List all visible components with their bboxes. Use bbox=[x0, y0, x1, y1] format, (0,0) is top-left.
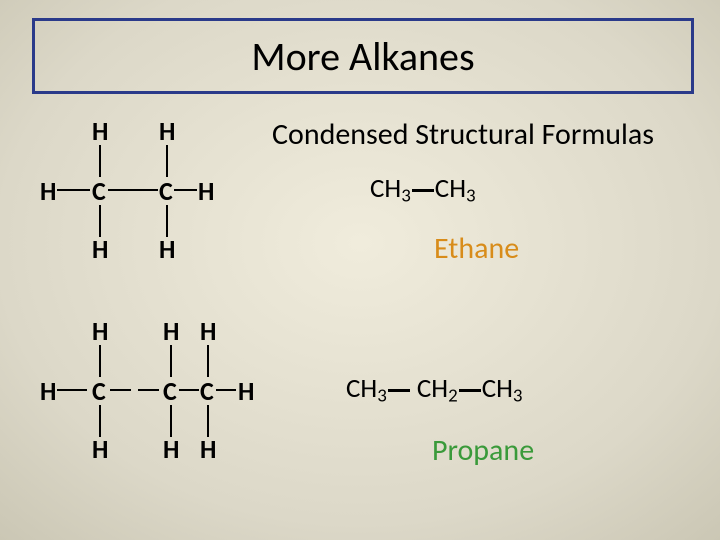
ethane-bv-1 bbox=[99, 145, 101, 177]
ethane-h-top-2: H bbox=[159, 115, 175, 147]
heading: Condensed Structural Formulas bbox=[272, 116, 654, 153]
propane-h-top-2: H bbox=[163, 315, 179, 347]
ethane-h-top-1: H bbox=[92, 115, 108, 147]
propane-h-bot-2: H bbox=[163, 433, 179, 465]
title-box: More Alkanes bbox=[32, 18, 694, 94]
propane-bv-4 bbox=[99, 405, 101, 437]
propane-c-1: C bbox=[92, 375, 106, 407]
ethane-c-2: C bbox=[159, 175, 173, 207]
propane-bv-5 bbox=[170, 405, 172, 437]
propane-bv-2 bbox=[170, 345, 172, 377]
propane-h-top-3: H bbox=[200, 315, 216, 347]
ethane-h-bot-2: H bbox=[159, 233, 175, 265]
propane-bh-3 bbox=[138, 389, 159, 391]
ethane-h-right: H bbox=[198, 175, 214, 207]
propane-h-top-1: H bbox=[92, 315, 108, 347]
propane-c-3: C bbox=[200, 375, 214, 407]
propane-h-bot-1: H bbox=[92, 433, 108, 465]
propane-formula-bond-1 bbox=[388, 389, 410, 392]
ethane-condensed: CH3CH3 bbox=[370, 172, 476, 208]
propane-bh-5 bbox=[216, 389, 236, 391]
ethane-formula-bond bbox=[412, 189, 434, 192]
propane-h-right: H bbox=[238, 375, 254, 407]
ethane-h-bot-1: H bbox=[92, 233, 108, 265]
propane-bh-2 bbox=[110, 389, 131, 391]
propane-condensed: CH3 CH2CH3 bbox=[346, 372, 523, 408]
ethane-bh-3 bbox=[174, 189, 197, 191]
ethane-bv-2 bbox=[166, 145, 168, 177]
ethane-bh-1 bbox=[57, 189, 90, 191]
ethane-c-1: C bbox=[92, 175, 106, 207]
ethane-bv-3 bbox=[99, 205, 101, 237]
propane-bv-6 bbox=[207, 405, 209, 437]
propane-h-bot-3: H bbox=[200, 433, 216, 465]
propane-h-left: H bbox=[40, 375, 56, 407]
ethane-bh-2 bbox=[108, 189, 158, 191]
propane-name: Propane bbox=[432, 432, 534, 469]
propane-bv-1 bbox=[99, 345, 101, 377]
ethane-bv-4 bbox=[166, 205, 168, 237]
propane-bh-1 bbox=[57, 389, 87, 391]
title-text: More Alkanes bbox=[251, 32, 474, 81]
propane-bv-3 bbox=[207, 345, 209, 377]
ethane-h-left: H bbox=[40, 175, 56, 207]
propane-formula-bond-2 bbox=[459, 389, 481, 392]
propane-bh-4 bbox=[179, 389, 199, 391]
propane-c-2: C bbox=[163, 375, 177, 407]
ethane-name: Ethane bbox=[434, 230, 519, 267]
